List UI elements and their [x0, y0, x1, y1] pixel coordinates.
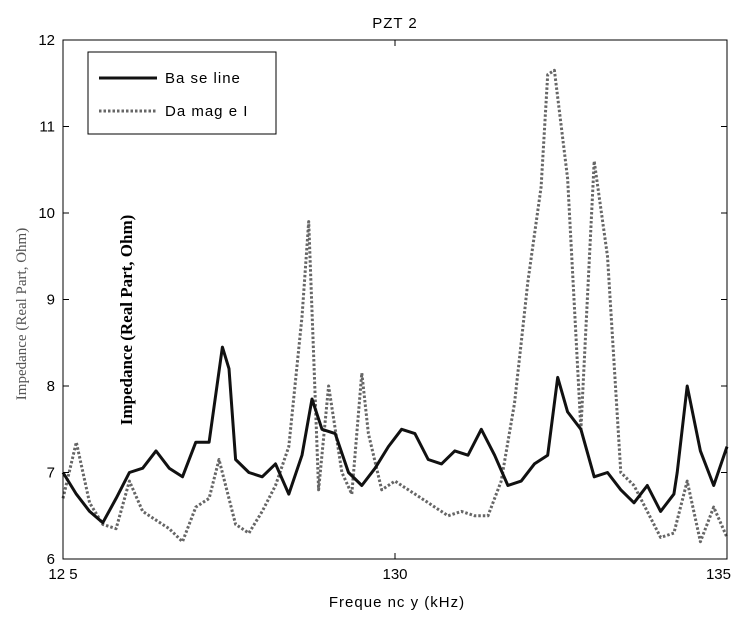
axis-ticks: 6 7 8 9 10 11 12 12 5 130 135 — [38, 32, 731, 583]
overlay-y-label: Impedance (Real Part, Ohm) — [117, 215, 136, 426]
y-tick-label: 9 — [47, 292, 55, 309]
y-tick-label: 12 — [38, 32, 55, 49]
y-tick-label: 8 — [47, 378, 55, 395]
y-tick-label: 11 — [39, 119, 55, 136]
x-axis-label: Freque nc y (kHz) — [329, 594, 465, 611]
legend-label-damage: Da mag e I — [165, 103, 248, 120]
y-axis-label: Impedance (Real Part, Ohm) — [14, 228, 30, 400]
series-layer — [61, 68, 729, 544]
y-tick-label: 7 — [47, 465, 55, 482]
series-line-1 — [61, 68, 729, 544]
x-tick-label: 12 5 — [48, 566, 77, 583]
y-tick-label: 10 — [38, 205, 55, 222]
x-tick-label: 135 — [706, 566, 731, 583]
legend-label-baseline: Ba se line — [165, 70, 241, 87]
x-tick-label: 130 — [382, 566, 407, 583]
legend: Ba se line Da mag e I — [87, 51, 277, 135]
y-tick-label: 6 — [47, 551, 55, 568]
series-line-0 — [61, 345, 729, 525]
chart-title: PZT 2 — [372, 15, 418, 32]
legend-box — [87, 51, 277, 135]
